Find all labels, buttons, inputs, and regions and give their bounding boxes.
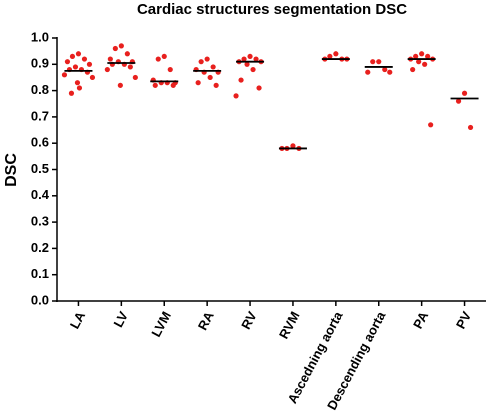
data-point (112, 45, 118, 52)
data-point (107, 56, 113, 62)
data-point (155, 56, 161, 62)
data-point (204, 56, 210, 62)
data-point (104, 66, 110, 73)
data-point (333, 51, 339, 57)
data-point (410, 66, 416, 73)
data-point (233, 93, 239, 99)
data-point (152, 82, 158, 88)
data-point (467, 124, 474, 131)
data-point (170, 82, 176, 88)
data-point (124, 51, 130, 57)
data-point (419, 51, 425, 57)
data-point (68, 90, 75, 96)
data-point (86, 61, 93, 67)
data-point (416, 59, 422, 65)
x-tick-label: LV (110, 309, 131, 330)
data-point (250, 66, 256, 73)
y-tick-label: 0.3 (31, 214, 49, 229)
data-point (61, 72, 68, 78)
y-tick-label: 0.6 (31, 135, 49, 150)
data-point (370, 59, 376, 65)
data-point (81, 56, 88, 62)
y-tick-label: 1.0 (31, 29, 49, 44)
data-point (327, 53, 333, 60)
chart-title: Cardiac structures segmentation DSC (137, 1, 407, 18)
x-tick-label: LVM (148, 309, 174, 339)
data-point (198, 59, 204, 65)
y-tick-label: 0.9 (31, 56, 49, 71)
data-point (167, 66, 173, 73)
data-point (75, 51, 82, 57)
data-point (247, 53, 253, 60)
data-point (244, 61, 250, 67)
x-tick-label: PA (410, 308, 432, 331)
y-tick-label: 0.2 (31, 240, 49, 255)
data-point (207, 74, 213, 81)
data-point (241, 56, 247, 62)
x-tick-label: RA (195, 308, 217, 332)
data-point (127, 64, 133, 70)
data-point (382, 66, 388, 73)
x-tick-label: LA (67, 308, 89, 331)
data-point (117, 82, 123, 88)
data-point (428, 122, 434, 128)
y-tick-label: 0.1 (31, 266, 49, 281)
y-tick-label: 0.4 (31, 187, 50, 202)
y-tick-label: 0.7 (31, 108, 49, 123)
data-point (376, 59, 382, 65)
data-point (76, 85, 83, 91)
data-point (213, 82, 219, 88)
data-point (64, 59, 71, 65)
data-point (69, 53, 76, 60)
data-point (161, 53, 167, 60)
y-tick-label: 0.5 (31, 161, 49, 176)
y-axis-label: DSC (3, 153, 20, 187)
data-point (89, 74, 96, 81)
y-tick-label: 0.8 (31, 82, 49, 97)
data-point (425, 53, 431, 60)
data-point (387, 69, 393, 75)
x-tick-label: PV (453, 309, 475, 332)
data-point (455, 98, 462, 104)
data-point (413, 53, 419, 60)
data-point (132, 74, 138, 81)
data-point (195, 80, 201, 86)
data-point (290, 143, 296, 149)
data-point (253, 56, 259, 62)
y-tick-label: 0.0 (31, 292, 49, 307)
data-point (210, 64, 216, 70)
data-point (422, 61, 428, 67)
x-tick-label: RVM (276, 309, 303, 341)
data-point (461, 90, 468, 96)
data-point (256, 85, 262, 91)
data-point (365, 69, 371, 75)
data-point (72, 64, 79, 70)
data-point (118, 43, 124, 49)
data-point (238, 77, 244, 83)
x-tick-label: RV (238, 309, 260, 332)
data-point (74, 80, 81, 86)
